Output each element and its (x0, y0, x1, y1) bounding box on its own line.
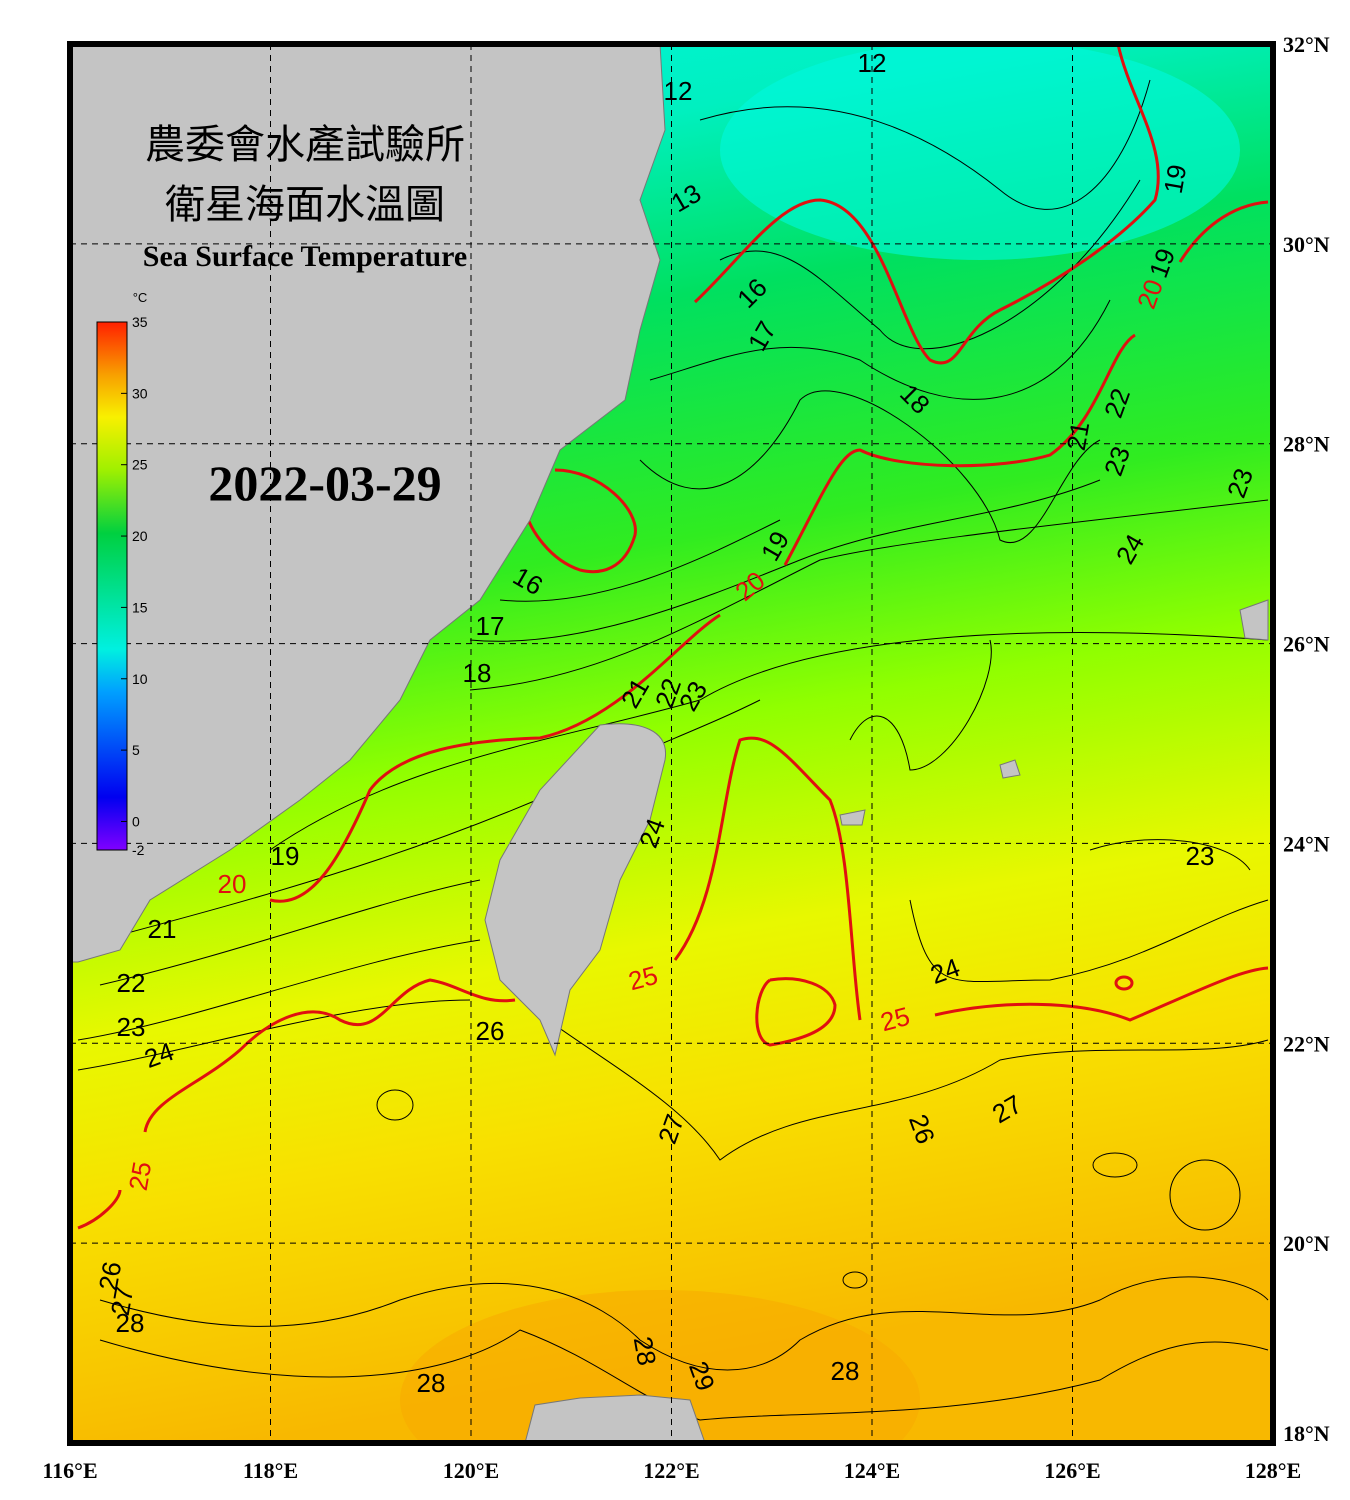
land (70, 44, 1269, 1443)
colorbar-unit: °C (133, 290, 148, 305)
contour-label: 18 (463, 658, 492, 688)
contour-label: 23 (1186, 841, 1215, 871)
latitude-label: 20°N (1283, 1231, 1330, 1256)
contours (77, 79, 1269, 1421)
contour-label: 21 (1061, 419, 1096, 453)
colorbar-tick-label: -2 (132, 842, 145, 858)
colorbar-tick-label: 30 (132, 385, 148, 401)
latitude-label: 22°N (1283, 1031, 1330, 1056)
contour-label: 17 (476, 611, 505, 641)
colorbar-ticks: 35 30 25 20 15 10 5 0 -2 (121, 314, 148, 858)
longitude-label: 120°E (443, 1458, 499, 1483)
colorbar-tick-label: 25 (132, 457, 148, 473)
longitude-label: 118°E (243, 1458, 298, 1483)
grid (70, 44, 1273, 1443)
latitude-label: 18°N (1283, 1421, 1330, 1446)
colorbar-tick-label: 15 (132, 599, 148, 615)
colorbar-tick-label: 0 (132, 813, 140, 829)
contour-label: 22 (117, 968, 146, 998)
latitude-label: 30°N (1283, 232, 1330, 257)
contour-label: 28 (417, 1368, 446, 1398)
latitude-label: 26°N (1283, 632, 1330, 657)
longitude-label: 124°E (844, 1458, 900, 1483)
longitude-label: 122°E (643, 1458, 699, 1483)
title-english: Sea Surface Temperature (143, 240, 467, 273)
contour-label: 12 (858, 48, 887, 78)
colorbar-tick-label: 10 (132, 671, 148, 687)
colorbar (96, 321, 128, 851)
longitude-label: 128°E (1245, 1458, 1301, 1483)
colorbar-tick-label: 35 (132, 314, 148, 330)
contour-label: 27 (105, 1284, 140, 1318)
longitude-label: 126°E (1044, 1458, 1100, 1483)
latitude-label: 28°N (1283, 432, 1330, 457)
latitude-label: 24°N (1283, 831, 1330, 856)
contour-label: 23 (117, 1012, 146, 1042)
date: 2022-03-29 (208, 455, 441, 511)
red-contours (77, 44, 1269, 1230)
title-chinese-1: 農委會水產試驗所 (145, 122, 465, 168)
frame (67, 41, 1276, 1446)
warm-pool (400, 1290, 920, 1443)
contour-label: 28 (116, 1308, 145, 1338)
contour-label: 28 (831, 1356, 860, 1386)
contour-label: 19 (1158, 162, 1193, 196)
longitude-label: 116°E (42, 1458, 97, 1483)
colorbar-tick-label: 20 (132, 528, 148, 544)
contour-label: 26 (93, 1259, 128, 1293)
contour-label: 21 (148, 914, 177, 944)
title-chinese-2: 衛星海面水溫圖 (165, 182, 445, 228)
latitude-label: 32°N (1283, 32, 1330, 57)
contour-label: 12 (664, 76, 693, 106)
axis-labels: 116°E 118°E 120°E 122°E 124°E 126°E 128°E 32°N 3… (42, 32, 1329, 1483)
contour-label: 19 (271, 841, 300, 871)
contour-label: 28 (628, 1334, 663, 1368)
contour-label: 25 (123, 1159, 158, 1193)
colorbar-tick-label: 5 (132, 742, 140, 758)
cold-pool (720, 44, 1240, 260)
contour-label: 26 (476, 1016, 505, 1046)
contour-label: 20 (218, 869, 247, 899)
